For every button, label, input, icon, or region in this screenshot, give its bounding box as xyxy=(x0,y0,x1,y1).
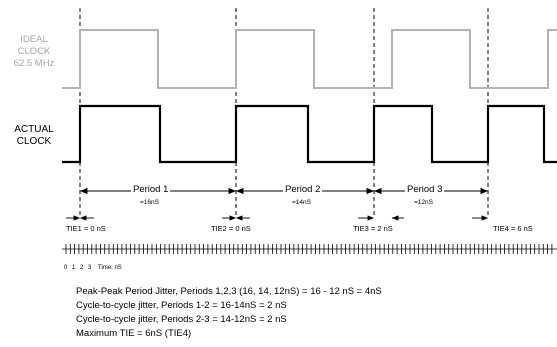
tie2-arrowhead-right xyxy=(235,215,243,221)
period-1-arrowhead-right xyxy=(228,187,237,195)
note-line-1: Peak-Peak Period Jitter, Periods 1,2,3 (… xyxy=(76,286,382,297)
tie3-arrowhead-right xyxy=(391,215,399,221)
period-3-arrowhead-right xyxy=(480,187,489,195)
ideal-clock-waveform xyxy=(62,29,557,89)
ideal-clock-label: IDEAL CLOCK 62.5 MHz xyxy=(6,34,62,70)
axis-tick-label-3: 3 xyxy=(88,265,92,271)
ideal-label-line-3: 62.5 MHz xyxy=(13,58,55,69)
period-1-arrowhead-left xyxy=(79,187,88,195)
note-line-4: Maximum TIE = 6nS (TIE4) xyxy=(76,328,192,339)
period-3-arrowhead-left xyxy=(373,187,382,195)
note-line-2: Cycle-to-cycle jitter, Periods 1-2 = 16-… xyxy=(76,300,287,311)
period-2-label: Period 2 xyxy=(283,184,323,195)
period-2-arrowhead-left xyxy=(235,187,244,195)
actual-clock-label: ACTUAL CLOCK xyxy=(6,124,62,148)
tie3-label: TIE3 = 2 nS xyxy=(353,224,393,233)
tie2-label: TIE2 = 0 nS xyxy=(211,224,251,233)
period-1-label: Period 1 xyxy=(131,184,171,195)
period-1-value: =16nS xyxy=(140,199,159,206)
actual-label-line-2: CLOCK xyxy=(16,136,52,147)
time-axis xyxy=(62,244,557,254)
tie1-arrowhead-left xyxy=(73,215,81,221)
note-line-3: Cycle-to-cycle jitter, Periods 2-3 = 14-… xyxy=(76,314,287,325)
time-axis-ticks xyxy=(65,244,553,254)
axis-tick-label-2: 2 xyxy=(80,265,84,271)
tie3-arrowhead-left xyxy=(367,215,375,221)
tie4-label: TIE4 = 6 nS xyxy=(493,224,533,233)
tie2-arrowhead-left xyxy=(229,215,237,221)
period-2-arrowhead-right xyxy=(366,187,375,195)
jitter-notes: Peak-Peak Period Jitter, Periods 1,2,3 (… xyxy=(76,285,382,341)
ideal-label-line-2: CLOCK xyxy=(17,46,51,57)
tie1-arrowhead-right xyxy=(79,215,87,221)
period-2-value: =14nS xyxy=(292,199,311,206)
period-3-label: Period 3 xyxy=(405,184,445,195)
actual-label-line-1: ACTUAL xyxy=(14,124,54,135)
tie4-arrowhead-left xyxy=(481,215,489,221)
tie1-label: TIE1 = 0 nS xyxy=(66,224,106,233)
actual-clock-waveform xyxy=(62,104,557,164)
axis-tick-label-1: 1 xyxy=(72,265,76,271)
period-3-value: =12nS xyxy=(414,199,433,206)
axis-unit-label: Time, nS xyxy=(98,265,122,271)
ideal-label-line-1: IDEAL xyxy=(20,34,48,45)
tie-markers xyxy=(66,215,489,221)
axis-tick-label-0: 0 xyxy=(64,265,68,271)
